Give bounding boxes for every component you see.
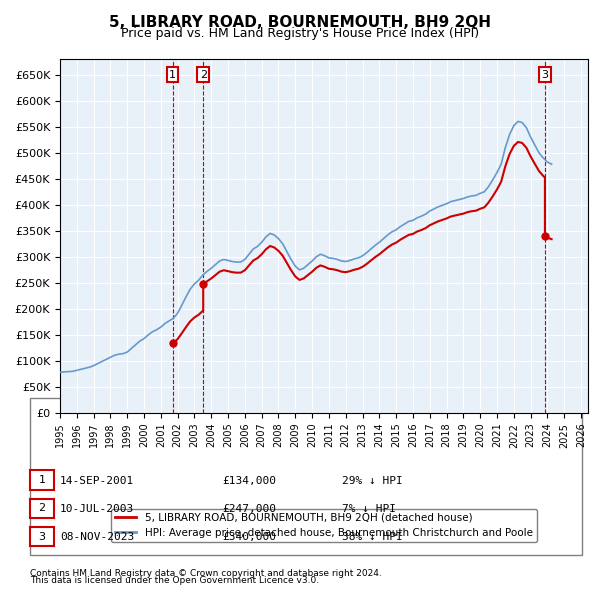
Text: £134,000: £134,000 xyxy=(222,476,276,486)
Text: This data is licensed under the Open Government Licence v3.0.: This data is licensed under the Open Gov… xyxy=(30,576,319,585)
Legend: 5, LIBRARY ROAD, BOURNEMOUTH, BH9 2QH (detached house), HPI: Average price, deta: 5, LIBRARY ROAD, BOURNEMOUTH, BH9 2QH (d… xyxy=(111,509,537,542)
Text: Price paid vs. HM Land Registry's House Price Index (HPI): Price paid vs. HM Land Registry's House … xyxy=(121,27,479,40)
Text: 14-SEP-2001: 14-SEP-2001 xyxy=(60,476,134,486)
Text: 08-NOV-2023: 08-NOV-2023 xyxy=(60,533,134,542)
Text: 3: 3 xyxy=(38,532,46,542)
Text: 5, LIBRARY ROAD, BOURNEMOUTH, BH9 2QH: 5, LIBRARY ROAD, BOURNEMOUTH, BH9 2QH xyxy=(109,15,491,30)
Text: 2: 2 xyxy=(38,503,46,513)
Text: 7% ↓ HPI: 7% ↓ HPI xyxy=(342,504,396,514)
Text: 38% ↓ HPI: 38% ↓ HPI xyxy=(342,533,403,542)
Text: 29% ↓ HPI: 29% ↓ HPI xyxy=(342,476,403,486)
Text: 3: 3 xyxy=(541,70,548,80)
Text: Contains HM Land Registry data © Crown copyright and database right 2024.: Contains HM Land Registry data © Crown c… xyxy=(30,569,382,578)
Text: 10-JUL-2003: 10-JUL-2003 xyxy=(60,504,134,514)
Text: £247,000: £247,000 xyxy=(222,504,276,514)
Text: 2: 2 xyxy=(200,70,207,80)
Text: £340,000: £340,000 xyxy=(222,533,276,542)
Text: 1: 1 xyxy=(169,70,176,80)
Text: 1: 1 xyxy=(38,475,46,485)
